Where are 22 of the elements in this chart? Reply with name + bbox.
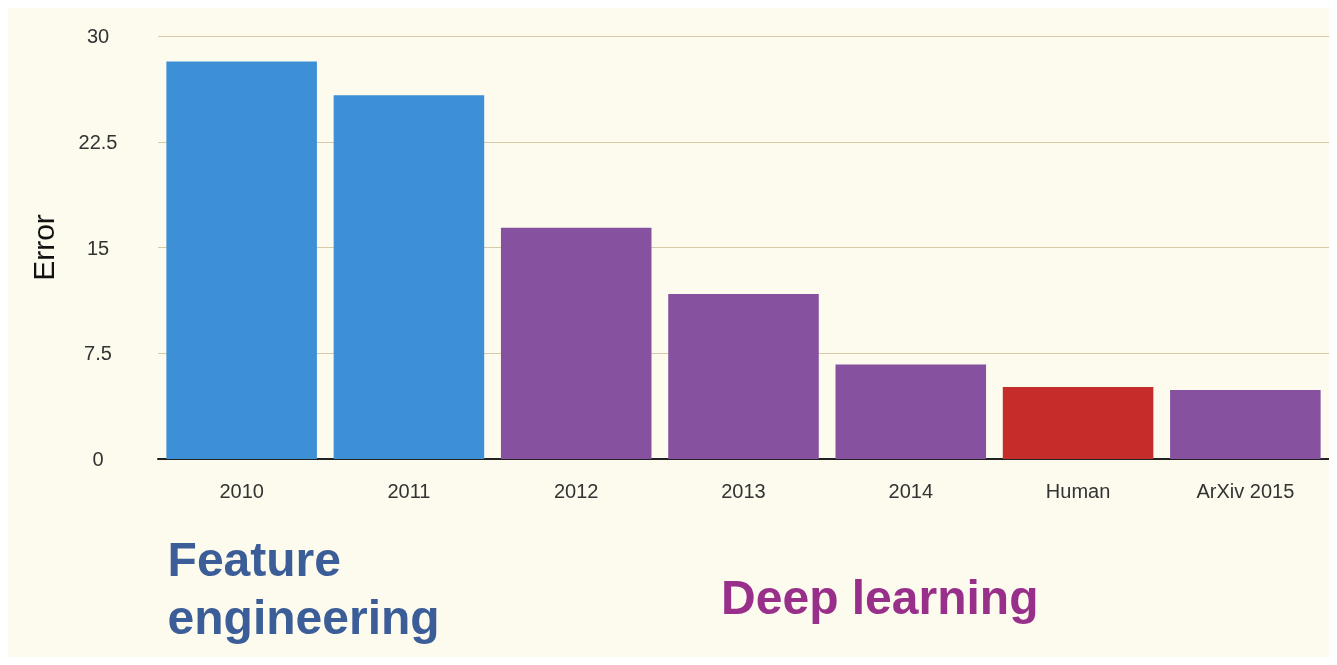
y-tick-label: 22.5 [78, 130, 118, 153]
y-axis-title: Error [26, 214, 60, 281]
text: Deep learning [721, 570, 1039, 624]
bar [166, 61, 317, 459]
x-tick-label: Human [1045, 480, 1111, 502]
bar [500, 227, 652, 459]
text: Feature engineering [167, 532, 440, 644]
bar [1170, 389, 1321, 459]
bar [668, 294, 819, 459]
y-tick-label: 30 [86, 25, 110, 47]
y-tick-label: 7.5 [84, 342, 112, 365]
y-tick-label: 0 [92, 448, 104, 470]
x-tick-label: 2014 [888, 480, 934, 502]
x-tick-label: ArXiv 2015 [1196, 480, 1295, 502]
bar [1002, 387, 1154, 459]
y-tick-label: 15 [86, 236, 110, 259]
x-tick-label: 2012 [553, 480, 599, 502]
x-tick-label: 2013 [721, 480, 766, 502]
x-tick-label: 2010 [219, 480, 264, 502]
x-tick-label: 2011 [387, 480, 431, 502]
bar [835, 364, 987, 459]
bar [333, 95, 485, 459]
